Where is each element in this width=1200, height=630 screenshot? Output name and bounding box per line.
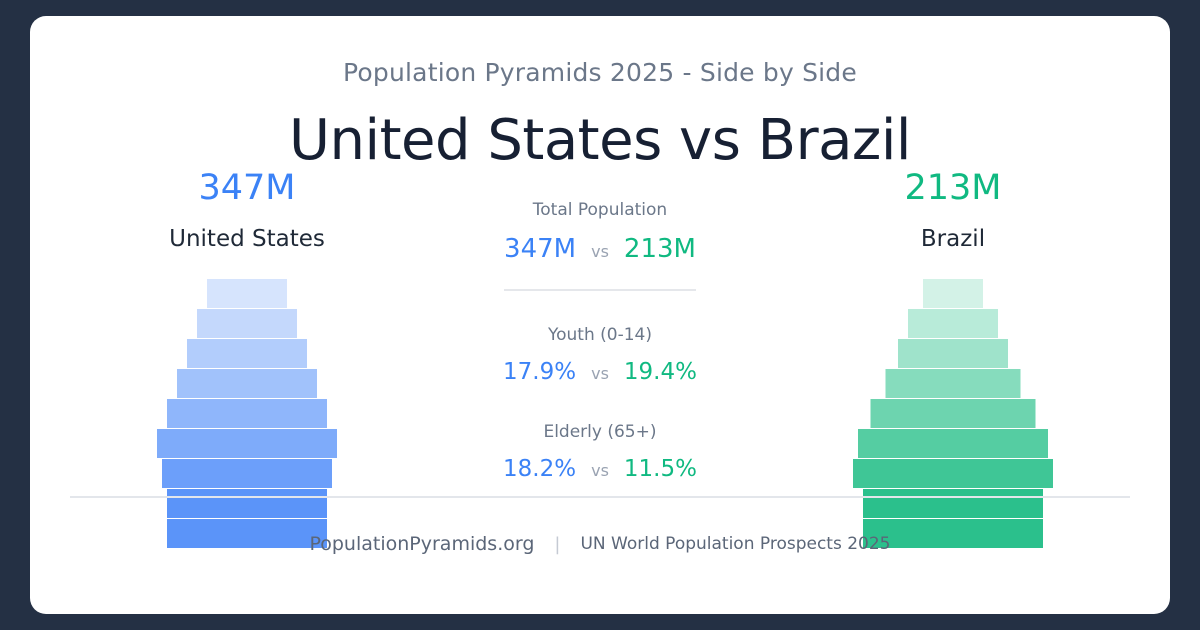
pyramid-united-states xyxy=(157,279,337,548)
divider xyxy=(504,289,696,291)
vs-label: vs xyxy=(591,364,609,383)
pyramid-bar xyxy=(908,309,998,338)
elderly-label: Elderly (65+) xyxy=(543,422,657,442)
subtitle: Population Pyramids 2025 - Side by Side xyxy=(343,58,857,87)
pyramid-bar xyxy=(207,279,287,308)
pyramid-bar xyxy=(898,339,1008,368)
pyramid-brazil xyxy=(853,279,1053,548)
youth-row: 17.9% vs 19.4% xyxy=(450,359,750,385)
elderly-row: 18.2% vs 11.5% xyxy=(450,456,750,482)
source-text: UN World Population Prospects 2025 xyxy=(580,534,891,554)
pyramid-bar xyxy=(187,339,307,368)
right-country-name: Brazil xyxy=(920,226,986,252)
left-country-name: United States xyxy=(169,226,325,252)
left-total: 347M xyxy=(198,168,296,208)
pyramid-bar xyxy=(923,279,983,308)
pyramid-bar xyxy=(157,429,337,458)
page-title: United States vs Brazil xyxy=(289,108,911,173)
pyramid-bar xyxy=(858,429,1048,458)
footer: PopulationPyramids.org | UN World Popula… xyxy=(0,533,1200,555)
pyramid-bar xyxy=(177,369,317,398)
elderly-right-value: 11.5% xyxy=(623,456,697,482)
pyramid-bar xyxy=(870,399,1036,428)
pyramid-bar xyxy=(863,489,1043,518)
footer-separator: | xyxy=(554,533,561,555)
youth-label: Youth (0-14) xyxy=(548,325,652,345)
vs-label: vs xyxy=(591,242,609,261)
elderly-left-value: 18.2% xyxy=(503,456,577,482)
pyramid-bar xyxy=(885,369,1021,398)
total-right-value: 213M xyxy=(623,234,696,264)
pyramid-bar xyxy=(162,459,332,488)
pyramid-bar xyxy=(197,309,297,338)
total-population-row: 347M vs 213M xyxy=(450,234,750,264)
pyramid-bar xyxy=(863,519,1043,548)
total-left-value: 347M xyxy=(504,234,577,264)
pyramid-bar xyxy=(167,519,327,548)
pyramid-bar xyxy=(167,399,327,428)
youth-right-value: 19.4% xyxy=(623,359,697,385)
total-population-label: Total Population xyxy=(532,200,668,220)
youth-left-value: 17.9% xyxy=(503,359,577,385)
site-link[interactable]: PopulationPyramids.org xyxy=(309,533,535,555)
vs-label: vs xyxy=(591,461,609,480)
pyramid-bar xyxy=(853,459,1053,488)
right-total: 213M xyxy=(904,168,1002,208)
pyramid-bar xyxy=(167,489,327,518)
